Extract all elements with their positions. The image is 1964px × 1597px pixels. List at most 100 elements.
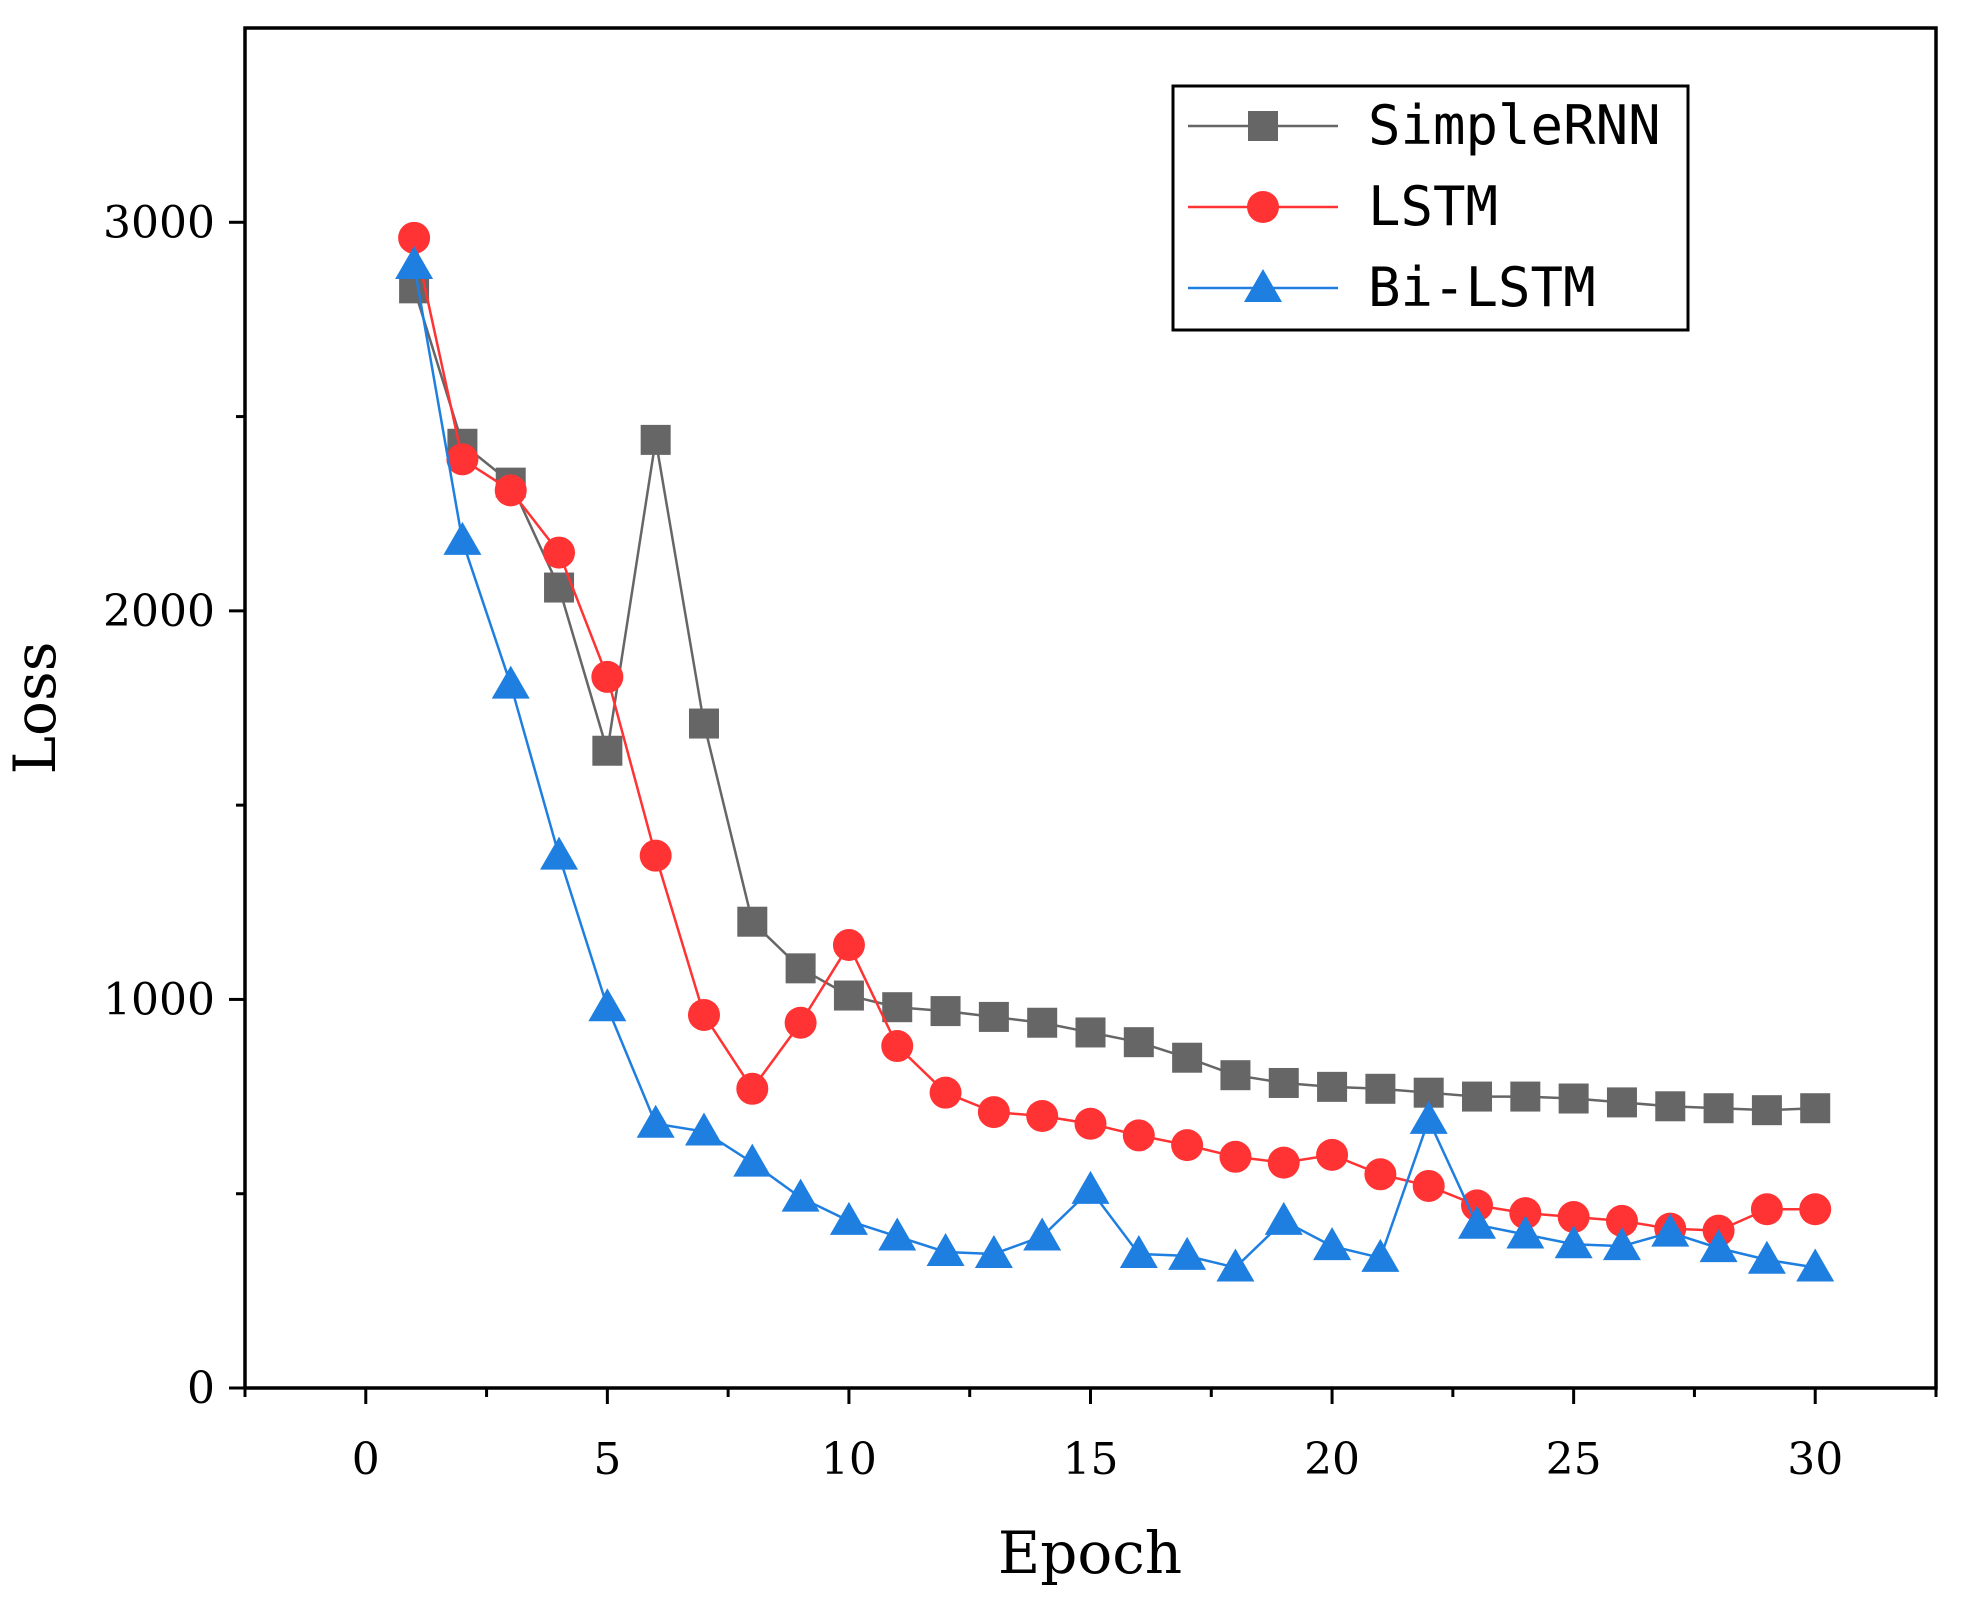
lstm-point bbox=[398, 221, 431, 254]
bi-lstm-point bbox=[588, 988, 627, 1022]
lstm-point bbox=[1316, 1138, 1349, 1171]
bi-lstm-point bbox=[1796, 1248, 1835, 1282]
simplernn-point bbox=[1123, 1027, 1154, 1058]
lstm-point bbox=[832, 929, 865, 962]
simplernn-point bbox=[833, 980, 864, 1011]
lstm-point bbox=[687, 998, 720, 1031]
lstm-point bbox=[1364, 1158, 1397, 1191]
lstm-point bbox=[446, 443, 479, 476]
bi-lstm-point bbox=[829, 1201, 868, 1235]
bi-lstm-point bbox=[540, 836, 579, 870]
bi-lstm-point bbox=[1506, 1215, 1545, 1249]
bi-lstm-point bbox=[878, 1217, 917, 1251]
bi-lstm-point bbox=[1313, 1227, 1352, 1261]
lstm-point bbox=[494, 474, 527, 507]
legend-item-simplernn: SimpleRNN bbox=[1188, 94, 1661, 157]
legend-item-bi-lstm: Bi-LSTM bbox=[1188, 256, 1596, 319]
simplernn-point bbox=[1027, 1007, 1058, 1038]
bi-lstm-point bbox=[1119, 1234, 1158, 1268]
lstm-point bbox=[1605, 1204, 1638, 1237]
x-tick-label: 10 bbox=[821, 1434, 877, 1485]
lstm-point bbox=[1799, 1193, 1832, 1226]
legend-marker bbox=[1247, 191, 1279, 223]
y-tick-label: 2000 bbox=[103, 586, 215, 637]
x-tick-label: 5 bbox=[593, 1434, 621, 1485]
simplernn-point bbox=[737, 906, 768, 937]
simplernn-point bbox=[1172, 1042, 1203, 1073]
x-axis-title: Epoch bbox=[998, 1519, 1182, 1587]
simplernn-point bbox=[1703, 1093, 1734, 1124]
lstm-point bbox=[1461, 1189, 1494, 1222]
simplernn-point bbox=[978, 1001, 1009, 1032]
simplernn-point bbox=[1317, 1071, 1348, 1102]
legend: SimpleRNN LSTM Bi-LSTM bbox=[1171, 84, 1690, 332]
x-tick-label: 30 bbox=[1787, 1434, 1843, 1485]
legend-marker bbox=[1244, 269, 1282, 302]
lstm-series bbox=[398, 221, 1832, 1247]
bi-lstm-point bbox=[926, 1233, 965, 1266]
simplernn-point bbox=[1558, 1083, 1589, 1114]
lstm-point bbox=[1171, 1129, 1204, 1162]
legend-label: Bi-LSTM bbox=[1368, 256, 1596, 319]
x-tick-label: 0 bbox=[352, 1434, 380, 1485]
simplernn-point bbox=[930, 996, 961, 1027]
x-axis-ticks: 0 5 10 15 20 25 30 bbox=[243, 1388, 1938, 1485]
lstm-point bbox=[1219, 1140, 1252, 1173]
simplernn-point bbox=[1606, 1087, 1637, 1118]
bi-lstm-point bbox=[1023, 1217, 1062, 1251]
lstm-point bbox=[784, 1006, 817, 1039]
lstm-point bbox=[1026, 1100, 1059, 1132]
legend-items: SimpleRNN LSTM Bi-LSTM bbox=[1188, 94, 1661, 319]
simplernn-point bbox=[1655, 1091, 1686, 1122]
legend-label: LSTM bbox=[1368, 175, 1498, 238]
legend-label: SimpleRNN bbox=[1368, 94, 1661, 157]
bi-lstm-point bbox=[1699, 1229, 1738, 1263]
bi-lstm-point bbox=[1602, 1227, 1641, 1261]
lstm-point bbox=[977, 1096, 1010, 1129]
lstm-point bbox=[1509, 1197, 1542, 1230]
bi-lstm-point bbox=[395, 246, 434, 280]
lstm-point bbox=[1412, 1169, 1445, 1202]
bi-lstm-point bbox=[443, 521, 482, 555]
lstm-point bbox=[881, 1030, 914, 1063]
simplernn-point bbox=[1751, 1095, 1782, 1126]
y-tick-label: 0 bbox=[187, 1363, 215, 1414]
bi-lstm-point bbox=[733, 1143, 772, 1177]
simplernn-point bbox=[1268, 1067, 1299, 1098]
y-axis-ticks: 0 1000 2000 3000 bbox=[103, 197, 245, 1414]
bi-lstm-point bbox=[684, 1112, 723, 1146]
bi-lstm-point bbox=[1554, 1225, 1593, 1259]
lstm-point bbox=[1074, 1107, 1107, 1140]
simplernn-point bbox=[1510, 1081, 1541, 1112]
bi-lstm-point bbox=[781, 1178, 820, 1212]
bi-lstm-point bbox=[1458, 1205, 1497, 1239]
bi-lstm-point bbox=[491, 665, 530, 699]
simplernn-point bbox=[1462, 1081, 1493, 1112]
bi-lstm-point bbox=[1747, 1240, 1786, 1274]
bi-lstm-point bbox=[1071, 1170, 1110, 1204]
bi-lstm-point bbox=[1264, 1201, 1303, 1235]
lstm-point bbox=[736, 1072, 769, 1105]
simplernn-point bbox=[640, 424, 671, 455]
series-layer bbox=[395, 221, 1835, 1282]
x-tick-label: 25 bbox=[1546, 1434, 1602, 1485]
legend-marker bbox=[1248, 111, 1278, 141]
bi-lstm-point bbox=[636, 1104, 675, 1138]
y-tick-label: 3000 bbox=[103, 197, 215, 248]
y-axis-title: Loss bbox=[1, 642, 69, 775]
simplernn-series bbox=[399, 273, 1831, 1126]
simplernn-point bbox=[1075, 1017, 1106, 1048]
lstm-point bbox=[591, 660, 624, 693]
bi-lstm-point bbox=[1409, 1100, 1448, 1134]
lstm-point bbox=[1267, 1146, 1300, 1179]
simplernn-point bbox=[1800, 1093, 1831, 1124]
legend-item-lstm: LSTM bbox=[1188, 175, 1498, 238]
lstm-point bbox=[543, 536, 576, 569]
simplernn-point bbox=[882, 992, 913, 1023]
lstm-point bbox=[1557, 1201, 1590, 1234]
bi-lstm-point bbox=[1216, 1248, 1255, 1282]
simplernn-point bbox=[1365, 1073, 1396, 1104]
bi-lstm-point bbox=[1651, 1213, 1690, 1247]
lstm-point bbox=[639, 839, 672, 872]
